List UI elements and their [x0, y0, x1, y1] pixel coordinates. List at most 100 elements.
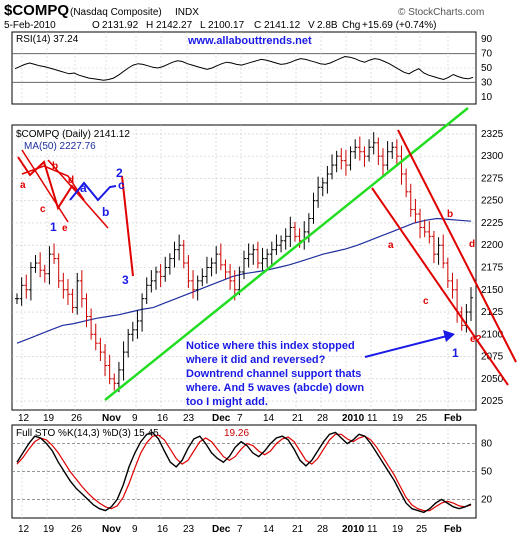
x-tick-label-bottom: 21 [292, 524, 304, 535]
wave-label-a-blue: a [80, 181, 87, 195]
downtrend-channel-lower [371, 187, 509, 386]
x-tick-label: Nov [102, 413, 121, 424]
x-tick-label: Feb [444, 413, 462, 424]
close-value: 2141.12 [264, 20, 301, 31]
x-tick-label: 26 [71, 413, 83, 424]
close-label: C [254, 20, 261, 31]
index-name: (Nasdaq Composite) [70, 7, 162, 18]
high-value: 2142.27 [156, 20, 193, 31]
annotation-arrow [364, 335, 448, 358]
wave-label-d-right: d [469, 239, 475, 250]
x-tick-label-bottom: 11 [367, 524, 378, 535]
rsi-tick-label: 90 [481, 34, 493, 45]
price-tick-label: 2250 [481, 196, 504, 207]
x-tick-label: 7 [237, 413, 243, 424]
x-tick-label-bottom: 12 [18, 524, 30, 535]
price-tick-label: 2275 [481, 173, 504, 184]
x-tick-label-bottom: 19 [43, 524, 55, 535]
price-tick-label: 2025 [481, 396, 504, 407]
price-label: $COMPQ (Daily) 2141.12 [16, 129, 130, 140]
wave-label-3: 3 [122, 273, 129, 287]
ma-label: MA(50) 2227.76 [24, 141, 96, 152]
rsi-tick-label: 10 [481, 92, 493, 103]
x-tick-label-bottom: 28 [317, 524, 329, 535]
y-axis-ticks: 90 70 50 30 10 2325 2300 2275 2250 2225 2200 2175 21… [481, 34, 504, 505]
x-tick-label: 11 [367, 413, 378, 424]
sto-tick-label: 20 [481, 494, 493, 505]
price-tick-label: 2125 [481, 307, 504, 318]
open-value: 2131.92 [102, 20, 139, 31]
x-tick-label: 9 [132, 413, 138, 424]
change-label: Chg [342, 20, 360, 31]
x-tick-label: 19 [392, 413, 404, 424]
annotation-line-5: too I might add. [186, 396, 268, 408]
wave-label-b-left: b [52, 161, 58, 172]
wave-label-a-right: a [388, 240, 394, 251]
price-tick-label: 2325 [481, 129, 504, 140]
rsi-tick-label: 70 [481, 49, 493, 60]
sto-d-line [16, 433, 472, 512]
wave-label-1-left: 1 [50, 220, 57, 234]
left-wave-path-2 [21, 165, 85, 201]
x-tick-label-bottom: 9 [132, 524, 138, 535]
x-tick-label-bottom: 26 [71, 524, 83, 535]
green-uptrend-line [104, 107, 469, 401]
high-label: H [146, 20, 153, 31]
rsi-tick-label: 30 [481, 77, 493, 88]
x-tick-label: 16 [157, 413, 169, 424]
x-tick-label-bottom: 14 [263, 524, 275, 535]
annotation-text: Notice where this index stopped where it… [185, 340, 364, 408]
wave-label-c-blue: c [118, 178, 125, 192]
x-tick-label: 21 [292, 413, 304, 424]
x-tick-label-bottom: Dec [212, 524, 231, 535]
ma50-line-group [16, 217, 472, 344]
quote-date: 5-Feb-2010 [4, 20, 56, 31]
wave-label-1-right: 1 [452, 346, 459, 360]
price-tick-label: 2225 [481, 218, 504, 229]
volume-value: 2.8B [317, 20, 338, 31]
x-tick-label-bottom: 23 [183, 524, 195, 535]
annotation-arrowhead [443, 330, 455, 342]
x-tick-label-bottom: Feb [444, 524, 462, 535]
ma50-line [16, 217, 472, 344]
wave-label-2: 2 [116, 166, 123, 180]
website-url: www.allabouttrends.net [187, 35, 312, 47]
price-tick-label: 2050 [481, 374, 504, 385]
change-value: +15.69 (+0.74%) [362, 20, 437, 31]
price-tick-label: 2175 [481, 263, 504, 274]
low-value: 2100.17 [208, 20, 245, 31]
x-tick-label: Dec [212, 413, 231, 424]
left-blue-wave-path [69, 181, 117, 202]
sto-d-value: 19.26 [224, 428, 249, 439]
wave-3-line [121, 175, 134, 277]
x-tick-label-bottom: 2010 [342, 524, 365, 535]
x-tick-label: 14 [263, 413, 275, 424]
price-tick-label: 2300 [481, 151, 504, 162]
annotation-line-1: Notice where this index stopped [186, 340, 355, 352]
x-tick-label: 19 [43, 413, 55, 424]
rsi-line-group [14, 55, 474, 81]
annotation-line-3: Downtrend channel support thats [186, 368, 361, 380]
open-label: O [92, 20, 100, 31]
wave-label-e-left: e [62, 223, 68, 234]
price-bars-group [15, 132, 473, 393]
sto-tick-label: 80 [481, 439, 493, 450]
exchange-label: INDX [175, 7, 199, 18]
stochastic-group [16, 431, 472, 514]
price-tick-label: 2100 [481, 329, 504, 340]
x-tick-label-bottom: 25 [416, 524, 428, 535]
x-tick-label: 12 [18, 413, 30, 424]
volume-label: V [308, 20, 315, 31]
symbol-title: $COMPQ [4, 2, 69, 19]
x-tick-label: 2010 [342, 413, 365, 424]
left-channel-line-1 [21, 149, 69, 223]
price-tick-label: 2150 [481, 285, 504, 296]
wave-label-b-blue: b [102, 205, 109, 219]
wave-label-a-left: a [20, 180, 26, 191]
x-tick-label: 28 [317, 413, 329, 424]
annotation-line-2: where it did and reversed? [185, 354, 326, 366]
wave-label-c-left: c [40, 204, 46, 215]
low-label: L [200, 20, 206, 31]
x-tick-label-bottom: 7 [237, 524, 243, 535]
